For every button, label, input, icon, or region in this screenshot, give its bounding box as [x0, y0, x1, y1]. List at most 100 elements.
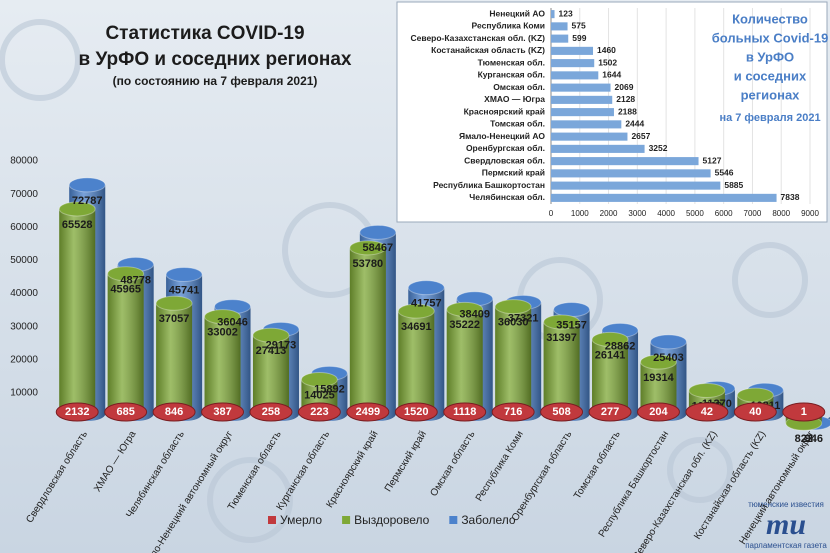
bar [551, 71, 599, 80]
x-tick-label: 0 [549, 209, 554, 218]
recovered-cylinder-top [107, 266, 145, 282]
value-label: 31397 [546, 332, 577, 344]
cases-cylinder-top [359, 224, 397, 240]
recovered-cylinder-top [58, 201, 96, 217]
deaths-disk [152, 402, 196, 422]
recovered-cylinder-shade [107, 273, 144, 422]
inset-title: Количество [732, 11, 808, 26]
y-tick-label: Тюменская обл. [478, 57, 545, 67]
y-tick-label: Ненецкий АО [489, 8, 545, 18]
value-label: 15892 [314, 383, 345, 395]
recovered-cylinder-top [494, 299, 532, 315]
recovered-cylinder-top [543, 314, 581, 330]
bar [551, 83, 611, 92]
logo: тюменские известия ти парламентская газе… [745, 500, 827, 550]
value-label: 1502 [598, 57, 617, 67]
y-tick-label: Красноярский край [464, 106, 545, 116]
bar [551, 59, 595, 68]
value-label: 37057 [159, 313, 190, 325]
bar [551, 46, 594, 55]
recovered-cylinder-top [349, 240, 387, 256]
legend-label: Заболело [461, 513, 516, 527]
value-label: 40 [749, 406, 761, 418]
value-label: 277 [601, 406, 619, 418]
value-label: 223 [310, 406, 328, 418]
recovered-cylinder-shade [592, 339, 629, 422]
deaths-disk [201, 402, 245, 422]
value-label: 27413 [256, 345, 287, 357]
value-label: 2499 [356, 406, 380, 418]
value-label: 387 [213, 406, 231, 418]
recovered-cylinder-top [639, 354, 677, 370]
deaths-disk [104, 402, 148, 422]
recovered-cylinder-top [446, 301, 484, 317]
deaths-disk [297, 402, 341, 422]
title-line: Статистика COVID-19 [105, 23, 304, 44]
y-tick-label: Республика Коми [472, 21, 545, 31]
value-label: 7838 [781, 192, 800, 202]
value-label: 822 [795, 433, 813, 445]
value-label: 258 [262, 406, 280, 418]
value-label: 2128 [616, 94, 635, 104]
x-tick-label: 5000 [686, 209, 704, 218]
recovered-cylinder-shade [543, 321, 580, 422]
value-label: 34691 [401, 321, 432, 333]
bar [551, 95, 613, 104]
inset-title: регионах [741, 87, 801, 102]
value-label: 2188 [618, 106, 637, 116]
value-label: 45965 [110, 284, 141, 296]
y-tick-label: 20000 [10, 354, 38, 365]
bar [551, 157, 699, 166]
x-tick-label: 9000 [801, 209, 819, 218]
recovered-cylinder-top [736, 387, 774, 403]
value-label: 1520 [404, 406, 428, 418]
value-label: 42 [701, 406, 713, 418]
value-label: 1118 [453, 406, 476, 418]
inset-title: и соседних [734, 68, 807, 83]
value-label: 19314 [643, 372, 674, 384]
y-tick-label: Республика Башкортостан [433, 180, 545, 190]
legend-label: Умерло [280, 513, 322, 527]
y-tick-label: Свердловская обл. [464, 155, 545, 165]
value-label: 685 [116, 406, 134, 418]
y-tick-label: 40000 [10, 288, 38, 299]
deaths-disk [55, 402, 99, 422]
deaths-disk [249, 402, 293, 422]
y-tick-label: Томская обл. [490, 119, 545, 129]
value-label: 36030 [498, 317, 529, 329]
y-tick-label: Челябинская обл. [469, 192, 545, 202]
value-label: 846 [165, 406, 183, 418]
y-tick-label: 10000 [10, 388, 38, 399]
cases-cylinder-top [553, 302, 591, 318]
legend-swatch [342, 516, 351, 524]
deaths-disk [782, 402, 826, 422]
value-label: 72787 [72, 195, 103, 207]
x-tick-label: 2000 [600, 209, 618, 218]
value-label: 53780 [353, 258, 384, 270]
bar [551, 169, 711, 178]
value-label: 26141 [595, 349, 626, 361]
recovered-cylinder-top [252, 327, 290, 343]
value-label: 2657 [631, 131, 650, 141]
value-label: 599 [572, 33, 586, 43]
x-tick-label: 8000 [772, 209, 790, 218]
bar [551, 108, 614, 117]
x-tick-label: 4000 [657, 209, 675, 218]
cases-cylinder-top [68, 177, 106, 193]
y-tick-label: Омская обл. [493, 82, 545, 92]
y-tick-label: Северо-Казахстанская обл. (KZ) [410, 33, 545, 43]
logo-mark: ти [766, 508, 806, 541]
y-tick-label: 30000 [10, 321, 38, 332]
logo-bottom: парламентская газета [745, 541, 827, 550]
deaths-disk [394, 402, 438, 422]
x-tick-label: 3000 [628, 209, 646, 218]
deaths-disk [346, 402, 390, 422]
subtitle: (по состоянию на 7 февраля 2021) [113, 74, 318, 88]
recovered-cylinder-top [397, 303, 435, 319]
cases-cylinder-top [165, 266, 203, 282]
value-label: 1 [801, 406, 807, 418]
bar [551, 22, 568, 31]
value-label: 48778 [120, 274, 151, 286]
value-label: 29173 [266, 339, 297, 351]
